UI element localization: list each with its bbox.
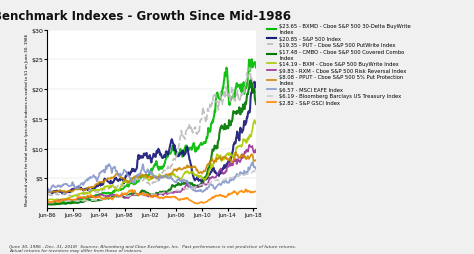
Text: Actual returns for investors may differ from those of indexes.: Actual returns for investors may differ … <box>9 248 143 252</box>
Text: (June 30, 1986 - Dec. 31, 2018)  Sources: Bloomberg and Cboe Exchange, Inc.  Pas: (June 30, 1986 - Dec. 31, 2018) Sources:… <box>9 244 296 248</box>
Legend: $23.65 - BXMD - Cboe S&P 500 30-Delta BuyWrite
Index, $20.85 - S&P 500 Index, $1: $23.65 - BXMD - Cboe S&P 500 30-Delta Bu… <box>267 24 411 106</box>
Y-axis label: Month-end values for total return (pre-tax) indexes re-scaled to $1 on June 30, : Month-end values for total return (pre-t… <box>25 34 28 205</box>
Text: Benchmark Indexes - Growth Since Mid-1986: Benchmark Indexes - Growth Since Mid-198… <box>0 10 291 23</box>
